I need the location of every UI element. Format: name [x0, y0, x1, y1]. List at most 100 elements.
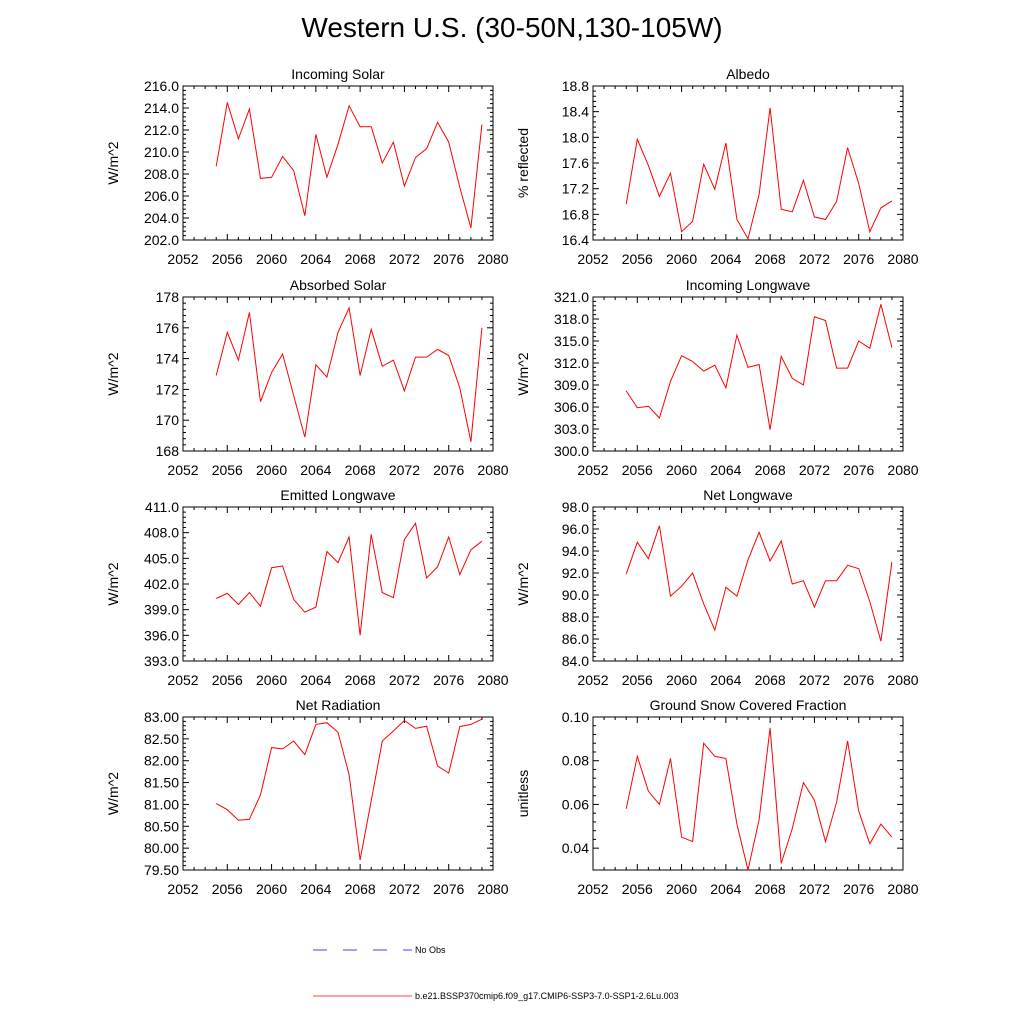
- y-axis-label: W/m^2: [515, 352, 531, 395]
- x-tick-label: 2076: [433, 462, 464, 478]
- series-line: [215, 102, 483, 229]
- x-tick-label: 2052: [167, 881, 198, 897]
- x-tick-label: 2056: [622, 462, 653, 478]
- plot-frame: [182, 506, 494, 662]
- panel-title: Net Longwave: [703, 487, 793, 503]
- panel-5: Emitted Longwave W/m^2 2052 2056 2060 2064 206…: [105, 487, 509, 688]
- legend: No Obs b.e21.BSSP370cmip6.f09_g17.CMIP6-S…: [313, 945, 679, 1001]
- series-line: [625, 304, 893, 430]
- x-tick-label: 2052: [167, 462, 198, 478]
- y-axis-label: W/m^2: [515, 562, 531, 605]
- panel-title: Incoming Longwave: [686, 277, 811, 293]
- x-tick-label: 2068: [345, 881, 376, 897]
- y-tick-label: 0.04: [562, 840, 589, 856]
- y-tick-label: 306.0: [554, 399, 589, 415]
- panel-title: Net Radiation: [296, 697, 381, 713]
- y-tick-label: 312.0: [554, 355, 589, 371]
- panel-1: Incoming Solar W/m^2 2052 2056 2060 2064 2068 2…: [105, 66, 509, 267]
- x-tick-label: 2076: [433, 251, 464, 267]
- plot-frame: [592, 716, 904, 871]
- y-tick-label: 214.0: [144, 100, 179, 116]
- y-tick-label: 94.0: [562, 543, 589, 559]
- x-tick-label: 2072: [799, 672, 830, 688]
- x-tick-label: 2060: [256, 881, 287, 897]
- panel-3: Absorbed Solar W/m^2 2052 2056 2060 2064 2068 2…: [105, 277, 509, 478]
- y-tick-label: 84.0: [562, 653, 589, 669]
- x-tick-label: 2068: [755, 881, 786, 897]
- y-tick-label: 202.0: [144, 232, 179, 248]
- x-tick-label: 2080: [887, 881, 918, 897]
- x-tick-label: 2064: [710, 251, 741, 267]
- plot-frame: [592, 296, 904, 452]
- x-tick-label: 2056: [622, 672, 653, 688]
- x-tick-label: 2080: [887, 462, 918, 478]
- x-tick-label: 2052: [167, 672, 198, 688]
- y-axis-label: W/m^2: [105, 141, 121, 184]
- x-tick-label: 2052: [577, 672, 608, 688]
- y-tick-label: 174: [156, 351, 180, 367]
- x-tick-label: 2076: [843, 881, 874, 897]
- y-tick-label: 96.0: [562, 521, 589, 537]
- panel-title: Incoming Solar: [291, 66, 385, 82]
- panel-4: Incoming Longwave W/m^2 2052 2056 2060 2064 20…: [515, 277, 919, 478]
- figure-title: Western U.S. (30-50N,130-105W): [301, 12, 723, 43]
- x-tick-label: 2072: [389, 462, 420, 478]
- x-tick-label: 2072: [799, 462, 830, 478]
- x-tick-label: 2052: [577, 881, 608, 897]
- y-tick-label: 210.0: [144, 144, 179, 160]
- legend-label: b.e21.BSSP370cmip6.f09_g17.CMIP6-SSP3-7.…: [415, 991, 679, 1001]
- y-tick-label: 402.0: [144, 576, 179, 592]
- y-tick-label: 178: [156, 289, 180, 305]
- y-tick-label: 92.0: [562, 565, 589, 581]
- x-tick-label: 2064: [300, 881, 331, 897]
- series-line: [215, 306, 483, 442]
- y-tick-label: 18.0: [562, 129, 589, 145]
- panel-2: Albedo % reflected 2052 2056 2060 2064 2068 207…: [515, 66, 919, 267]
- y-tick-label: 396.0: [144, 627, 179, 643]
- series-line: [215, 522, 483, 636]
- x-tick-label: 2068: [755, 672, 786, 688]
- y-axis-label: unitless: [515, 770, 531, 817]
- panel-6: Net Longwave W/m^2 2052 2056 2060 2064 2068 207…: [515, 487, 919, 688]
- plot-frame: [182, 296, 494, 452]
- x-tick-label: 2056: [212, 462, 243, 478]
- x-tick-label: 2056: [212, 251, 243, 267]
- y-axis-label: % reflected: [515, 128, 531, 198]
- x-tick-label: 2060: [256, 251, 287, 267]
- x-tick-label: 2076: [843, 672, 874, 688]
- x-tick-label: 2056: [622, 881, 653, 897]
- y-tick-label: 172: [156, 381, 180, 397]
- y-tick-label: 17.2: [562, 181, 589, 197]
- x-tick-label: 2068: [345, 462, 376, 478]
- y-axis-label: W/m^2: [105, 772, 121, 815]
- x-tick-label: 2072: [389, 881, 420, 897]
- x-tick-label: 2072: [799, 881, 830, 897]
- x-tick-label: 2060: [256, 462, 287, 478]
- y-tick-label: 81.00: [144, 796, 179, 812]
- x-tick-label: 2060: [666, 881, 697, 897]
- x-tick-label: 2060: [666, 672, 697, 688]
- x-tick-label: 2072: [389, 251, 420, 267]
- y-tick-label: 204.0: [144, 210, 179, 226]
- panel-title: Emitted Longwave: [280, 487, 395, 503]
- y-tick-label: 88.0: [562, 609, 589, 625]
- x-tick-label: 2052: [577, 251, 608, 267]
- y-tick-label: 80.50: [144, 818, 179, 834]
- y-tick-label: 309.0: [554, 377, 589, 393]
- series-line: [625, 107, 893, 241]
- y-tick-label: 303.0: [554, 421, 589, 437]
- x-tick-label: 2068: [345, 672, 376, 688]
- y-tick-label: 0.06: [562, 796, 589, 812]
- y-tick-label: 399.0: [144, 602, 179, 618]
- y-tick-label: 18.4: [562, 104, 589, 120]
- x-tick-label: 2076: [843, 462, 874, 478]
- y-axis-label: W/m^2: [105, 352, 121, 395]
- y-tick-label: 318.0: [554, 311, 589, 327]
- x-tick-label: 2052: [167, 251, 198, 267]
- y-tick-label: 98.0: [562, 499, 589, 515]
- y-tick-label: 393.0: [144, 653, 179, 669]
- y-tick-label: 208.0: [144, 166, 179, 182]
- x-tick-label: 2080: [887, 672, 918, 688]
- y-tick-label: 176: [156, 320, 180, 336]
